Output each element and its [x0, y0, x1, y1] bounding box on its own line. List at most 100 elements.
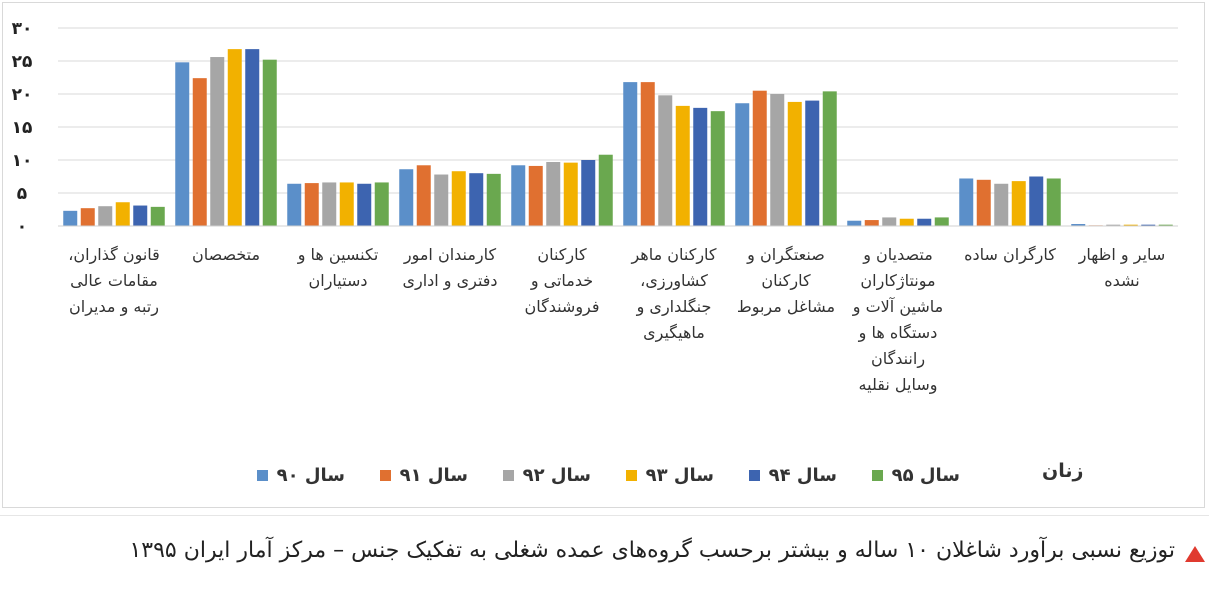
bar — [192, 78, 207, 226]
bar — [994, 183, 1009, 226]
bar — [917, 218, 932, 226]
legend-item: سال ۹۵ — [871, 460, 960, 490]
x-tick-label-line: قانون گذاران، — [68, 245, 160, 264]
bar — [339, 182, 354, 226]
x-tick-label-line: وسایل نقلیه — [858, 375, 938, 394]
bar — [864, 220, 879, 226]
bar — [770, 94, 785, 226]
x-tick-label: کارکنان خدماتی و فروشندگان — [506, 242, 618, 320]
x-tick-label: کارگران ساده — [954, 242, 1066, 268]
legend-item: سال ۹۰ — [256, 460, 345, 490]
bar — [150, 206, 165, 226]
x-tick-label-line: صنعتگران و — [747, 245, 825, 264]
bar — [805, 100, 820, 226]
bar — [675, 105, 690, 226]
caption-triangle-icon — [1185, 546, 1205, 562]
bars — [63, 49, 1173, 227]
bar — [1123, 224, 1138, 226]
x-tick-label: تکنسین ها و دستیاران — [282, 242, 394, 294]
legend-label: سال ۹۵ — [891, 464, 960, 486]
bar — [304, 183, 319, 226]
legend-item: سال ۹۳ — [625, 460, 714, 490]
x-tick-label: سایر و اظهار نشده — [1066, 242, 1178, 294]
x-tick-label-line: سایر و اظهار — [1078, 245, 1166, 264]
bar — [63, 210, 78, 226]
bar — [882, 217, 897, 226]
x-tick-label-line: کارکنان — [537, 245, 587, 264]
x-tick-label-line: رانندگان — [870, 349, 926, 368]
bar — [469, 173, 484, 226]
bar — [322, 182, 337, 226]
y-tick-label: ۰ — [17, 217, 27, 237]
bar — [959, 178, 974, 226]
x-tick-label-line: خدماتی و — [530, 271, 594, 290]
bar — [822, 91, 837, 226]
bar-chart: ۰ ۵ ۱۰ ۱۵ ۲۰ ۲۵ ۳۰ — [12, 19, 1178, 237]
bar — [1071, 224, 1086, 226]
x-tick-label: قانون گذاران، مقامات عالی رتبه و مدیران — [58, 242, 170, 320]
bar — [546, 161, 561, 226]
legend-swatch — [625, 469, 637, 481]
y-tick-label: ۱۵ — [12, 118, 33, 138]
x-tick-label: کارکنان ماهر کشاورزی، جنگلداری و ماهیگیری — [618, 242, 730, 346]
legend-swatch — [256, 469, 268, 481]
bar — [227, 49, 242, 227]
bar — [693, 107, 708, 226]
x-tick-label: کارمندان امور دفتری و اداری — [394, 242, 506, 294]
x-tick-label-line: رتبه و مدیران — [69, 297, 159, 316]
bar — [1141, 224, 1156, 226]
bar — [710, 111, 725, 226]
bar — [1158, 224, 1173, 226]
bar — [581, 160, 596, 226]
legend-label: سال ۹۲ — [522, 464, 591, 486]
x-tick-label-line: تکنسین ها و — [297, 245, 379, 264]
bar — [1029, 176, 1044, 226]
x-tick-label-line: نشده — [1104, 271, 1140, 290]
bar — [787, 101, 802, 226]
legend-swatch — [379, 469, 391, 481]
x-tick-label-line: ماشین آلات و — [852, 297, 944, 316]
bar — [175, 62, 190, 226]
x-tick-label-line: کشاورزی، — [640, 271, 708, 290]
bar — [899, 218, 914, 226]
bar — [1011, 181, 1026, 226]
x-tick-label-line: مقامات عالی — [70, 271, 158, 290]
x-tick-label-line: کارگران ساده — [964, 245, 1056, 264]
bar — [133, 205, 148, 226]
bar — [640, 82, 655, 227]
legend-item: سال ۹۴ — [748, 460, 837, 490]
figure-caption: توزیع نسبی برآورد شاغلان ۱۰ ساله و بیشتر… — [129, 538, 1175, 563]
bar — [262, 59, 277, 227]
bar — [210, 57, 225, 226]
legend-swatch — [871, 469, 883, 481]
bar — [658, 95, 673, 226]
x-tick-label-line: دفتری و اداری — [402, 271, 498, 290]
legend-swatch — [748, 469, 760, 481]
x-tick-label-line: جنگلداری و — [636, 297, 712, 316]
bar — [115, 202, 130, 226]
x-tick-label-line: متخصصان — [191, 245, 261, 264]
x-tick-label-line: کارکنان ماهر — [631, 245, 717, 264]
x-tick-label-line: کارمندان امور — [403, 245, 497, 264]
bar — [563, 162, 578, 226]
caption-divider — [0, 515, 1209, 516]
y-tick-label: ۳۰ — [12, 19, 33, 39]
bar — [735, 103, 750, 226]
legend-label: سال ۹۰ — [276, 464, 345, 486]
bar — [1106, 224, 1121, 226]
bar — [511, 165, 526, 226]
legend-label: سال ۹۳ — [645, 464, 714, 486]
y-tick-label: ۲۵ — [12, 52, 33, 72]
bar — [598, 154, 613, 226]
bar — [451, 171, 466, 226]
x-tick-label-line: مونتاژکاران — [860, 271, 936, 290]
bar — [434, 174, 449, 226]
legend-item: سال ۹۲ — [502, 460, 591, 490]
legend-label: سال ۹۱ — [399, 464, 468, 486]
x-tick-label-line: دستیاران — [308, 271, 368, 290]
bar — [80, 208, 95, 226]
x-tick-label-line: مشاغل مربوط — [736, 297, 836, 316]
bar — [752, 90, 767, 226]
bar — [934, 217, 949, 226]
y-axis-ticks: ۰ ۵ ۱۰ ۱۵ ۲۰ ۲۵ ۳۰ — [12, 19, 33, 237]
